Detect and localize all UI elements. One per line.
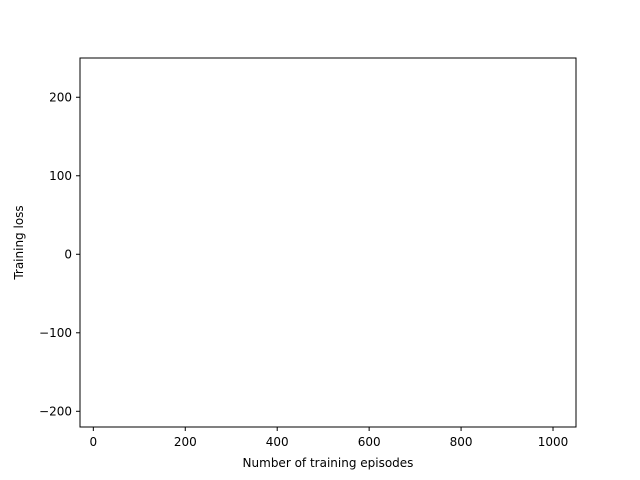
plot-area: [79, 57, 577, 428]
x-axis-label: Number of training episodes: [243, 456, 414, 470]
x-tick-label: 400: [266, 435, 289, 449]
y-tick-label: 200: [49, 90, 72, 104]
x-tick-label: 800: [450, 435, 473, 449]
x-tick-label: 600: [358, 435, 381, 449]
y-tick-label: 0: [64, 247, 72, 261]
y-tick-label: −200: [39, 404, 72, 418]
y-axis: −200 −100 0 100 200: [39, 90, 80, 418]
x-axis: 0 200 400 600 800 1000: [90, 427, 569, 449]
x-tick-label: 0: [90, 435, 98, 449]
y-axis-label: Training loss: [12, 205, 26, 280]
y-tick-label: 100: [49, 169, 72, 183]
y-tick-label: −100: [39, 326, 72, 340]
x-tick-label: 200: [174, 435, 197, 449]
x-tick-label: 1000: [538, 435, 569, 449]
